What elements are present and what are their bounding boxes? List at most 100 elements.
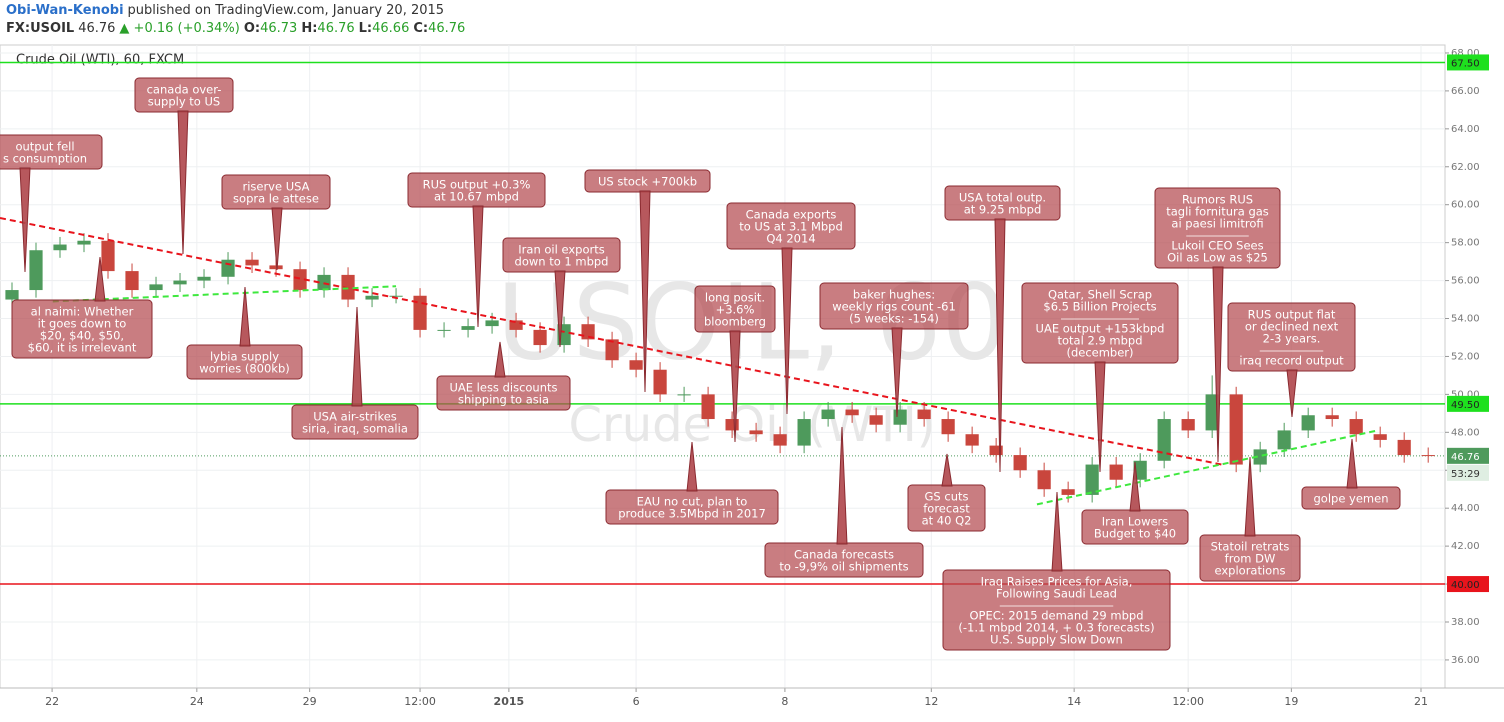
callout: US stock +700kb	[584, 169, 711, 393]
callout-pointer	[1244, 456, 1256, 537]
callout-text: or declined next	[1245, 320, 1339, 334]
callout-pointer	[994, 218, 1006, 473]
callout-text: at 10.67 mbpd	[434, 190, 519, 204]
callout-text: it goes down to	[38, 317, 127, 331]
callout-text: $20, $40, $50,	[40, 329, 124, 343]
countdown: 53:29	[1451, 469, 1480, 480]
callout-text: RUS output +0.3%	[423, 178, 531, 192]
callout-text: Statoil retrats	[1211, 540, 1290, 554]
x-tick-label: 12	[924, 695, 938, 708]
callout-pointer	[1094, 361, 1106, 473]
candle-body	[293, 269, 307, 291]
ohlc-value: 46.76	[428, 21, 466, 36]
author[interactable]: Obi-Wan-Kenobi	[6, 3, 124, 18]
callout-text: lybia supply	[210, 350, 279, 364]
callout: baker hughes:weekly rigs count -61(5 wee…	[819, 282, 969, 418]
candle-body	[917, 409, 931, 420]
candle-body	[941, 419, 955, 435]
header: Obi-Wan-Kenobi published on TradingView.c…	[6, 2, 473, 38]
callout-text: baker hughes:	[853, 288, 935, 302]
price-tag-label: 67.50	[1451, 58, 1480, 69]
x-tick-label: 29	[303, 695, 317, 708]
callout-pointer	[1212, 266, 1224, 463]
callout-text: ai paesi limitrofi	[1171, 217, 1263, 231]
callout-text: tagli fornitura gas	[1166, 205, 1269, 219]
callout-text: $60, it is irrelevant	[28, 341, 137, 355]
callout-pointer	[494, 341, 506, 378]
callout-text: Qatar, Shell Scrap	[1048, 288, 1152, 302]
candle-body	[1253, 449, 1267, 465]
x-tick-label: 24	[190, 695, 204, 708]
x-tick-label: 12:00	[404, 695, 436, 708]
candle-body	[1109, 464, 1123, 480]
watermark: Crude Oil (WTI)	[568, 397, 935, 453]
y-tick-label: 66.00	[1451, 86, 1480, 97]
callout-pointer	[351, 306, 363, 407]
callout-text: output fell	[15, 140, 74, 154]
callout-text: weekly rigs count -61	[832, 300, 956, 314]
callout-pointer	[686, 441, 698, 492]
callout-text: Following Saudi Lead	[996, 587, 1117, 601]
candle-body	[221, 259, 235, 277]
y-tick-label: 56.00	[1451, 276, 1480, 287]
candle-body	[197, 276, 211, 281]
y-tick-label: 36.00	[1451, 655, 1480, 666]
callout-pointer	[729, 330, 741, 443]
y-tick-label: 50.00	[1451, 389, 1480, 400]
candle-body	[965, 434, 979, 446]
callout-text: produce 3.5Mbpd in 2017	[618, 507, 766, 521]
callout-text: shipping to asia	[458, 393, 549, 407]
y-tick-label: 62.00	[1451, 162, 1480, 173]
callout-text: Canada exports	[746, 208, 837, 222]
candle-body	[389, 295, 403, 297]
candle-body	[125, 271, 139, 291]
callout: USA total outp.at 9.25 mbpd	[944, 185, 1061, 473]
y-tick-label: 68.00	[1451, 48, 1480, 59]
change: ▲ +0.16 (+0.34%)	[119, 21, 240, 36]
candle-body	[1229, 394, 1243, 465]
y-tick-label: 54.00	[1451, 314, 1480, 325]
callout-text: UAE less discounts	[449, 381, 557, 395]
ohlc-label: C:	[413, 21, 429, 36]
callout-pointer	[639, 190, 651, 393]
ohlc-label: L:	[358, 21, 373, 36]
callout-pointer	[941, 453, 953, 487]
callout-text: Q4 2014	[766, 232, 815, 246]
trendline	[52, 285, 397, 303]
callout-text: riserve USA	[242, 180, 309, 194]
callout-pointer	[1286, 369, 1298, 418]
last: 46.76	[78, 21, 116, 36]
ohlc-value: 46.76	[317, 21, 355, 36]
candle-body	[893, 409, 907, 425]
candle-body	[749, 430, 763, 435]
ohlc-value: 46.73	[260, 21, 298, 36]
candle-body	[1325, 415, 1339, 420]
callout-box	[0, 134, 103, 170]
callout-pointer	[1051, 491, 1063, 572]
candle-body	[1373, 434, 1387, 440]
candle-body	[509, 320, 523, 330]
x-tick-label: 8	[781, 695, 788, 708]
candle-body	[1133, 460, 1147, 480]
callout-pointer	[239, 286, 251, 347]
callout-pointer	[1346, 438, 1358, 489]
quote-line: FX:USOIL 46.76 ▲ +0.16 (+0.34%) O:46.73 H:46…	[6, 20, 473, 38]
callout: RUS output +0.3%at 10.67 mbpd	[407, 172, 546, 328]
candle-body	[605, 339, 619, 361]
callout-pointer	[19, 167, 31, 273]
x-tick-label: 12:00	[1172, 695, 1204, 708]
callout-text: long posit.	[705, 291, 765, 305]
candle-body	[245, 259, 259, 266]
callout-text: Iraq Raises Prices for Asia,	[981, 575, 1133, 589]
candle-body	[461, 326, 475, 330]
callout-text: Iran Lowers	[1102, 515, 1169, 529]
candle-body	[269, 265, 283, 270]
x-tick-label: 21	[1414, 695, 1428, 708]
candle-body	[1397, 439, 1411, 456]
callout-text: sopra le attese	[233, 192, 319, 206]
